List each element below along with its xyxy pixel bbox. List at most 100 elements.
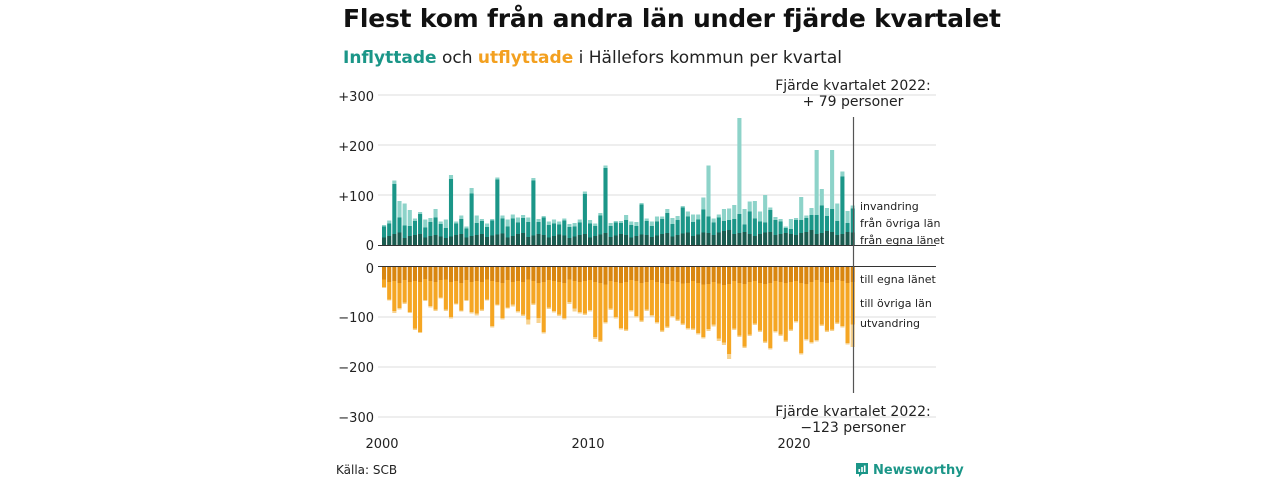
bar-out-emigration [752, 323, 757, 325]
bar-out-other [495, 282, 500, 305]
bar-in-immigration [794, 218, 799, 220]
bar-in-own [382, 237, 387, 245]
bar-out-other [536, 283, 541, 318]
bar-in-immigration [773, 217, 778, 220]
bar-in-own [495, 234, 500, 245]
bar-in-own [752, 236, 757, 245]
bar-out-own [608, 267, 613, 281]
bar-in-immigration [397, 201, 402, 218]
bar-out-other [572, 281, 577, 309]
bar-out-other [510, 282, 515, 305]
bar-in-other [562, 220, 567, 236]
bar-out-emigration [639, 320, 644, 322]
bar-in-immigration [845, 211, 850, 223]
bar-in-other [495, 179, 500, 235]
bar-in-immigration [737, 118, 742, 214]
subtitle-and: och [441, 48, 473, 68]
bar-in-own [515, 234, 520, 245]
bar-in-immigration [438, 221, 443, 224]
bar-out-other [387, 282, 392, 300]
bar-out-other [551, 281, 557, 311]
bar-out-own [495, 267, 500, 282]
bar-out-other [727, 284, 732, 354]
bar-in-other [850, 208, 855, 233]
bar-in-immigration [835, 203, 840, 221]
bar-out-other [757, 283, 763, 331]
bar-in-own [464, 237, 469, 245]
bar-out-own [804, 267, 809, 284]
bar-out-other [794, 281, 799, 321]
bar-in-other [469, 193, 474, 236]
bar-out-emigration [804, 339, 809, 341]
y-tick-in-0: 0 [366, 239, 374, 254]
bar-out-own [485, 267, 490, 280]
bar-out-own [629, 267, 634, 280]
bar-out-own [752, 267, 757, 281]
bar-out-own [562, 267, 567, 283]
bar-out-own [685, 267, 690, 283]
bar-in-own [665, 233, 670, 245]
bar-out-emigration [814, 340, 819, 342]
bar-out-emigration [412, 328, 417, 330]
bar-out-own [474, 267, 479, 281]
bar-in-other [685, 216, 690, 233]
bar-in-own [613, 235, 618, 245]
bar-out-emigration [582, 313, 587, 315]
bar-in-own [624, 235, 629, 245]
bar-in-immigration [382, 225, 387, 227]
bar-out-own [763, 267, 768, 284]
bar-out-other [485, 279, 490, 300]
bar-in-own [685, 232, 690, 245]
bar-in-immigration [448, 175, 454, 179]
bar-out-emigration [397, 308, 402, 310]
bar-out-emigration [572, 308, 577, 312]
bar-in-immigration [660, 216, 665, 219]
bar-in-own [783, 233, 788, 245]
bar-out-emigration [392, 311, 397, 313]
bar-in-own [397, 232, 402, 245]
bar-in-other [572, 226, 577, 237]
bar-out-other [613, 282, 618, 317]
bar-out-emigration [479, 309, 484, 311]
bar-in-immigration [557, 221, 562, 225]
bar-out-own [824, 267, 829, 283]
bar-in-own [804, 232, 809, 245]
bar-in-other [454, 223, 459, 235]
bar-out-own [443, 267, 448, 280]
bar-out-emigration [654, 322, 660, 324]
bar-out-own [732, 267, 737, 281]
y-tick-out-200: −200 [338, 361, 374, 376]
bar-out-own [593, 267, 598, 282]
bar-in-own [845, 232, 850, 245]
bar-in-own [629, 237, 634, 245]
bar-in-own [768, 232, 773, 245]
bar-in-immigration [490, 219, 495, 221]
bar-out-emigration [474, 313, 479, 316]
bar-out-emigration [732, 328, 737, 330]
bar-out-emigration [649, 315, 654, 317]
bar-in-own [392, 234, 397, 245]
bar-in-own [670, 236, 675, 245]
bar-in-own [443, 238, 448, 245]
bar-out-other [624, 282, 629, 330]
bar-in-other [407, 226, 412, 236]
bar-out-other [541, 282, 546, 332]
bar-in-immigration [541, 216, 546, 218]
bar-in-immigration [546, 221, 551, 225]
bar-out-own [706, 267, 711, 284]
bar-in-other [531, 180, 536, 236]
bar-out-own [459, 267, 464, 283]
label-utvandring: utvandring [860, 317, 920, 330]
bar-in-other [799, 220, 804, 233]
bar-in-own [598, 234, 603, 245]
bar-in-own [819, 233, 824, 245]
bar-out-own [582, 267, 587, 281]
bar-in-own [809, 230, 814, 245]
bar-out-own [412, 267, 417, 281]
bar-in-other [551, 223, 557, 236]
bar-out-emigration [541, 332, 546, 334]
bar-in-immigration [732, 205, 737, 219]
bar-out-emigration [423, 300, 428, 301]
bar-in-other [438, 224, 443, 237]
bar-out-emigration [716, 338, 721, 341]
